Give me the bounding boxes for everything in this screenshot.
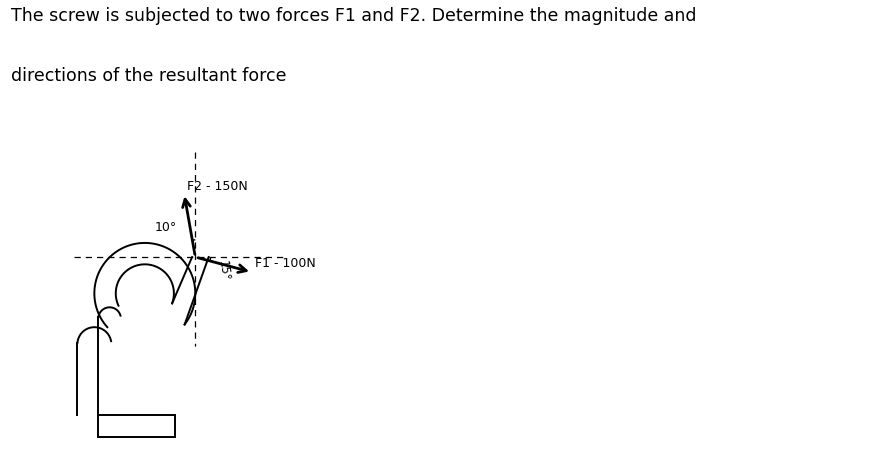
Text: directions of the resultant force: directions of the resultant force <box>11 67 287 84</box>
Text: 10°: 10° <box>155 221 177 234</box>
Text: F1 - 100N: F1 - 100N <box>255 257 316 269</box>
Text: F2 - 150N: F2 - 150N <box>187 179 248 192</box>
Text: The screw is subjected to two forces F1 and F2. Determine the magnitude and: The screw is subjected to two forces F1 … <box>11 7 697 25</box>
Text: 15°: 15° <box>215 259 231 281</box>
